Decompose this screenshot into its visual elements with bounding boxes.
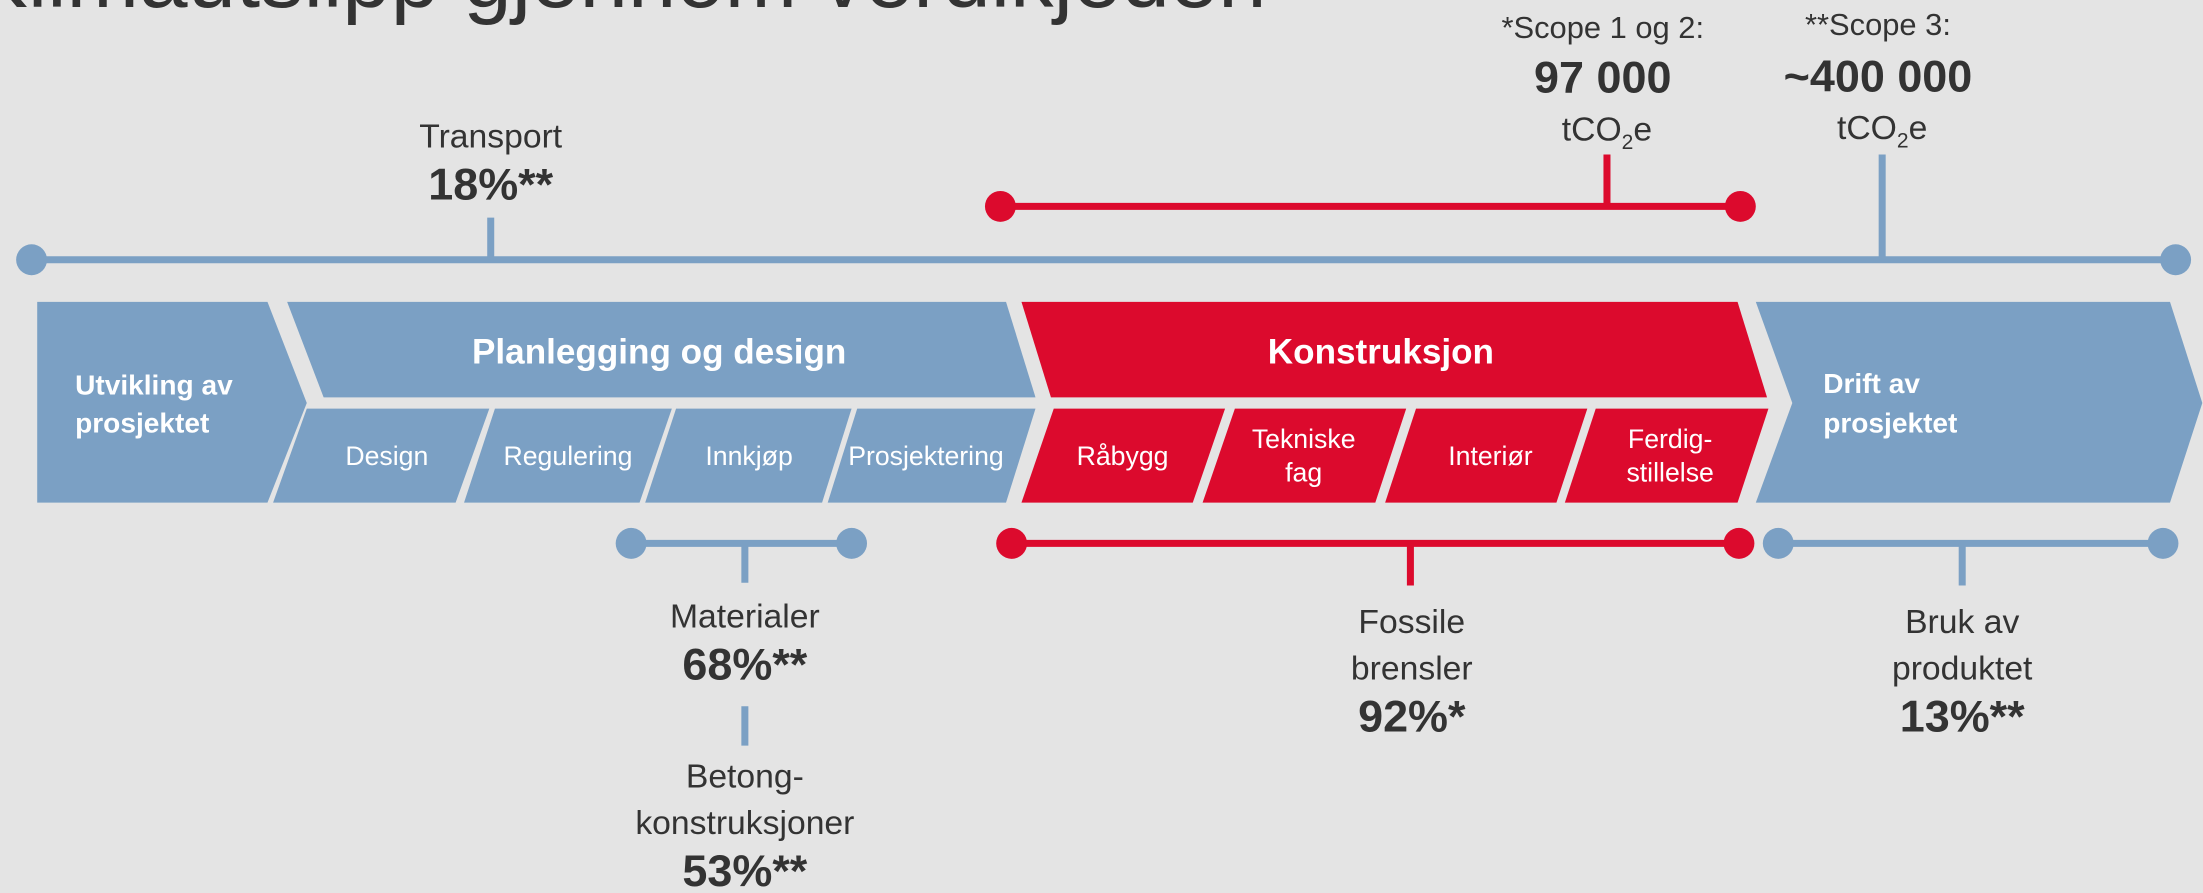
scope-label: *Scope 1 og 2: — [1501, 10, 1704, 45]
annotation-value: 92%* — [1358, 691, 1466, 742]
annotation-label: Betong- — [686, 759, 804, 796]
scope-value: 97 000 — [1534, 52, 1671, 103]
scopes: *Scope 1 og 2: 97 000 tCO2e **Scope 3: ~… — [1501, 7, 1972, 154]
bracket — [996, 527, 1755, 586]
step-shape — [827, 408, 1036, 503]
step-line: Tekniske — [1252, 424, 1356, 454]
scope-unit: tCO2e — [1837, 110, 1927, 152]
step-line: stillelse — [1626, 458, 1713, 488]
step-line: Interiør — [1448, 441, 1533, 471]
step-label: Ferdig-stillelse — [1626, 424, 1713, 488]
phase-label: Drift av prosjektet — [1823, 368, 1957, 438]
bracket — [615, 527, 2179, 746]
phase-label: Planlegging og design — [472, 333, 846, 372]
step-line: Innkjøp — [705, 441, 792, 471]
annotation-label: brensler — [1351, 651, 1473, 688]
step-shape — [464, 408, 672, 503]
annotation-label: Fossile — [1358, 604, 1465, 641]
scope-value: ~400 000 — [1784, 50, 1973, 101]
step-label: Tekniske fag — [1252, 424, 1356, 488]
step-line: Ferdig- — [1628, 424, 1712, 454]
step-line: Råbygg — [1077, 441, 1169, 471]
step-line: Prosjektering — [848, 441, 1004, 471]
step-label: Interiør — [1448, 441, 1533, 471]
annotation-value: 68%** — [682, 639, 807, 690]
annotation-value: 53%** — [682, 845, 807, 893]
step-shape — [1564, 408, 1769, 503]
scope-unit: tCO2e — [1562, 111, 1652, 153]
scope-bar — [984, 154, 1756, 222]
title: Klimautslipp gjennom verdikjeden — [0, 0, 1267, 26]
phase-shape — [37, 301, 307, 503]
step-label: Regulering — [503, 441, 632, 471]
step-shape — [1385, 408, 1588, 503]
step-label: Råbygg — [1077, 441, 1169, 471]
annotation-label: Bruk av — [1905, 604, 2019, 641]
annotation-label: konstruksjoner — [635, 805, 854, 842]
annotation-value: 13%** — [1900, 691, 2025, 742]
annotation-label: Materialer — [670, 599, 820, 636]
step-shape — [273, 408, 490, 503]
step-line: fag — [1285, 458, 1322, 488]
scope-label: **Scope 3: — [1805, 7, 1951, 42]
step-label: Design — [345, 441, 428, 471]
step-line: Regulering — [503, 441, 632, 471]
annotation-value: 18%** — [428, 158, 553, 209]
phase-shape — [1021, 301, 1768, 398]
step-shape — [1021, 408, 1226, 503]
phases: Utvikling av prosjektet Planlegging og de… — [37, 301, 2203, 503]
phase-label: Konstruksjon — [1268, 333, 1494, 372]
phase-shape — [287, 301, 1036, 398]
step-label: Prosjektering — [848, 441, 1004, 471]
annotation-label: Transport — [419, 118, 563, 155]
phase-label: Utvikling av prosjektet — [75, 370, 233, 439]
step-line: Design — [345, 441, 428, 471]
phase-shape — [1755, 301, 2203, 503]
step-label: Innkjøp — [705, 441, 792, 471]
step-shape — [645, 408, 852, 503]
step-shape — [1202, 408, 1407, 503]
annotation-label: produktet — [1892, 651, 2033, 688]
timeline — [16, 154, 2192, 276]
